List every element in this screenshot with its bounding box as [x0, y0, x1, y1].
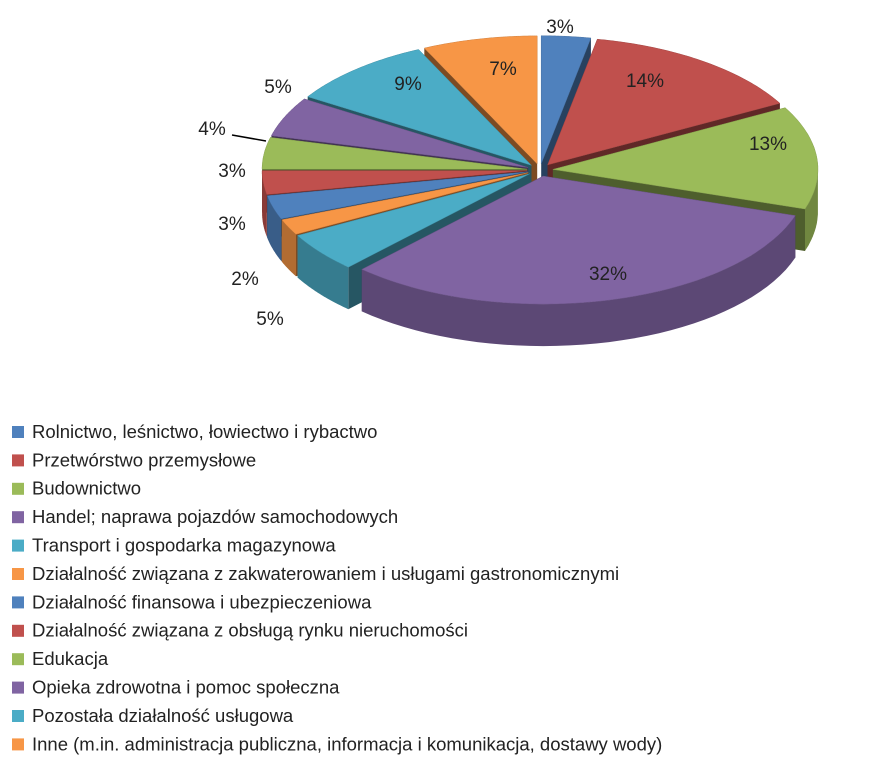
data-label: 2% — [231, 269, 259, 290]
legend-swatch — [12, 653, 24, 666]
legend-label: Rolnictwo, leśnictwo, łowiectwo i rybact… — [32, 421, 377, 442]
data-label: 5% — [264, 77, 292, 98]
legend-label: Pozostała działalność usługowa — [32, 705, 294, 726]
slice-side — [297, 235, 349, 310]
slice — [361, 175, 796, 305]
legend-swatch — [12, 426, 24, 438]
legend-label: Budownictwo — [32, 478, 141, 499]
data-label: 13% — [749, 134, 787, 155]
data-label: 3% — [546, 17, 574, 38]
slice-side — [267, 195, 282, 261]
leader-line — [231, 134, 267, 142]
slice-side — [262, 170, 267, 237]
legend-label: Opieka zdrowotna i pomoc społeczna — [32, 676, 340, 697]
legend-label: Handel; naprawa pojazdów samochodowych — [32, 506, 398, 527]
slice — [271, 98, 529, 168]
legend-label: Transport i gospodarka magazynowa — [32, 534, 336, 555]
slice — [547, 38, 781, 166]
legend-label: Działalność związana z zakwaterowaniem i… — [32, 563, 619, 584]
legend-label: Przetwórstwo przemysłowe — [32, 449, 256, 470]
data-label: 7% — [489, 59, 517, 80]
slice-side — [361, 215, 796, 347]
data-label: 5% — [256, 309, 284, 330]
slice — [261, 137, 528, 170]
slice — [552, 107, 819, 210]
legend-swatch — [12, 454, 24, 467]
legend-swatch — [12, 482, 24, 495]
legend-label: Edukacja — [32, 648, 109, 669]
data-label: 3% — [218, 214, 246, 235]
data-label: 9% — [394, 74, 422, 95]
slice — [307, 49, 532, 166]
slice — [266, 171, 528, 220]
legend-swatch — [12, 681, 24, 694]
legend-label: Działalność finansowa i ubezpieczeniowa — [32, 591, 372, 612]
legend-swatch — [12, 738, 24, 751]
slice — [540, 35, 592, 164]
data-label: 32% — [589, 264, 627, 285]
legend-swatch — [12, 568, 24, 580]
slice — [296, 173, 530, 268]
data-label: 3% — [218, 161, 246, 182]
slice — [261, 170, 528, 195]
legend-swatch — [12, 710, 24, 722]
legend-swatch — [12, 596, 24, 609]
slice — [281, 172, 529, 235]
slice-side — [281, 219, 296, 277]
slice-group — [361, 175, 796, 347]
slice — [423, 35, 538, 165]
legend-label: Inne (m.in. administracja publiczna, inf… — [32, 733, 662, 754]
legend-swatch — [12, 511, 24, 524]
data-label: 4% — [198, 119, 226, 140]
data-label: 14% — [626, 71, 664, 92]
legend-swatch — [12, 624, 24, 637]
legend-label: Działalność związana z obsługą rynku nie… — [32, 620, 468, 641]
legend-swatch — [12, 539, 24, 552]
